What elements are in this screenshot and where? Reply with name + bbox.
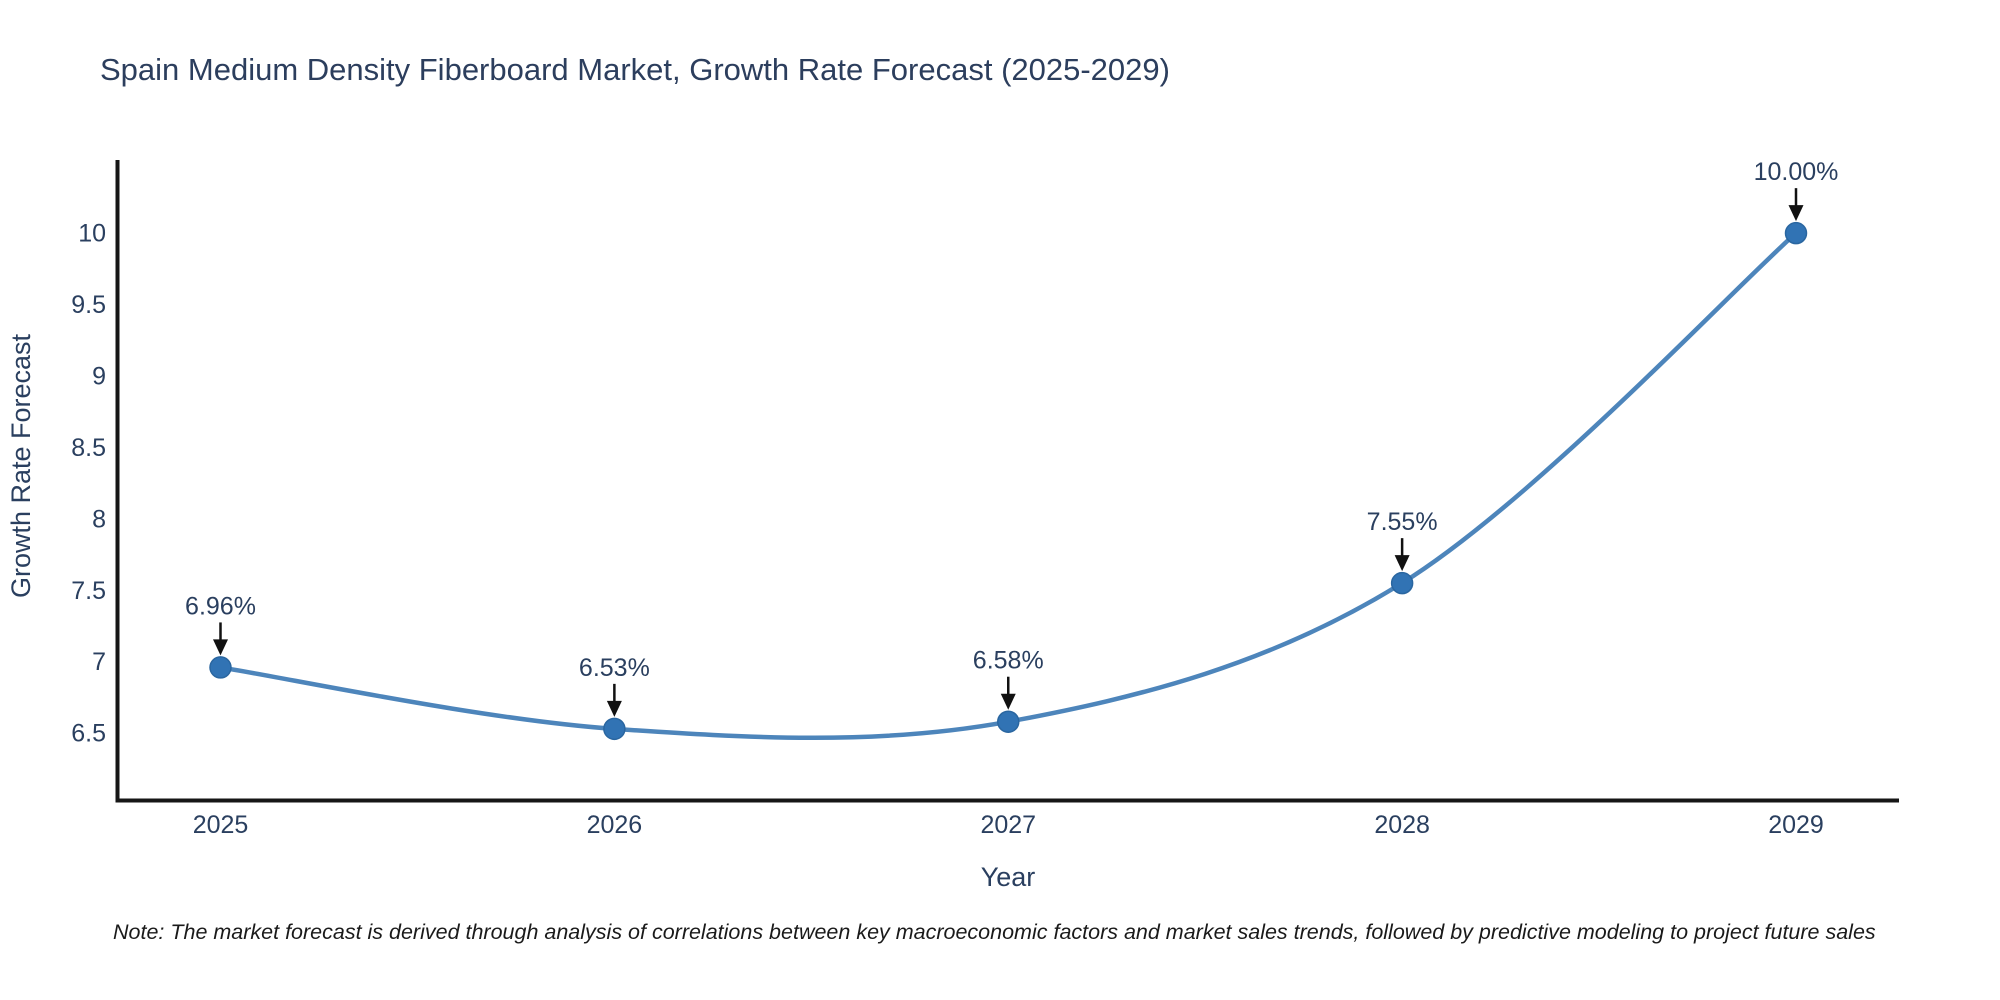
- x-tick-label: 2027: [980, 811, 1036, 839]
- forecast-line: [218, 230, 1799, 741]
- annotation-arrowhead-icon: [1000, 693, 1016, 710]
- annotation-arrowhead-icon: [213, 639, 228, 656]
- x-tick-label: 2026: [587, 811, 643, 839]
- x-tick-label: 2029: [1768, 811, 1824, 839]
- y-tick-label: 6.5: [71, 720, 106, 748]
- data-point-annotations: 6.96% 6.53% 6.58% 7.55% 10.00%: [185, 158, 1838, 717]
- data-point-marker: [1390, 571, 1414, 595]
- point-value-label: 6.53%: [579, 654, 650, 682]
- annotation-arrowhead-icon: [1788, 205, 1804, 222]
- data-point-marker: [1784, 221, 1808, 245]
- y-tick-label: 7: [92, 648, 106, 676]
- x-axis-title: Year: [981, 862, 1036, 892]
- data-point-marker: [997, 710, 1020, 733]
- annotation-arrowhead-icon: [1394, 555, 1410, 572]
- y-axis-tick-labels: 6.5 7 7.5 8 8.5 9 9.5 10: [71, 220, 106, 748]
- y-tick-label: 9: [92, 363, 106, 391]
- point-value-label: 10.00%: [1754, 158, 1839, 186]
- point-value-label: 6.58%: [973, 647, 1044, 675]
- annotation-arrowhead-icon: [606, 700, 622, 717]
- y-tick-label: 10: [78, 220, 106, 248]
- y-tick-label: 7.5: [71, 577, 106, 605]
- x-axis-tick-labels: 2025 2026 2027 2028 2029: [193, 811, 1824, 839]
- data-point-marker: [603, 717, 626, 741]
- point-value-label: 7.55%: [1367, 508, 1438, 536]
- point-value-label: 6.96%: [185, 592, 256, 620]
- forecast-line-series: [209, 221, 1808, 741]
- x-tick-label: 2028: [1374, 811, 1430, 839]
- forecast-methodology-note: Note: The market forecast is derived thr…: [113, 920, 1876, 944]
- chart-title: Spain Medium Density Fiberboard Market, …: [100, 52, 1170, 87]
- y-tick-label: 9.5: [71, 291, 106, 319]
- y-tick-label: 8: [92, 505, 106, 533]
- y-axis-title: Growth Rate Forecast: [6, 333, 36, 598]
- y-tick-label: 8.5: [71, 434, 106, 462]
- data-point-marker: [209, 656, 232, 679]
- x-tick-label: 2025: [193, 811, 249, 839]
